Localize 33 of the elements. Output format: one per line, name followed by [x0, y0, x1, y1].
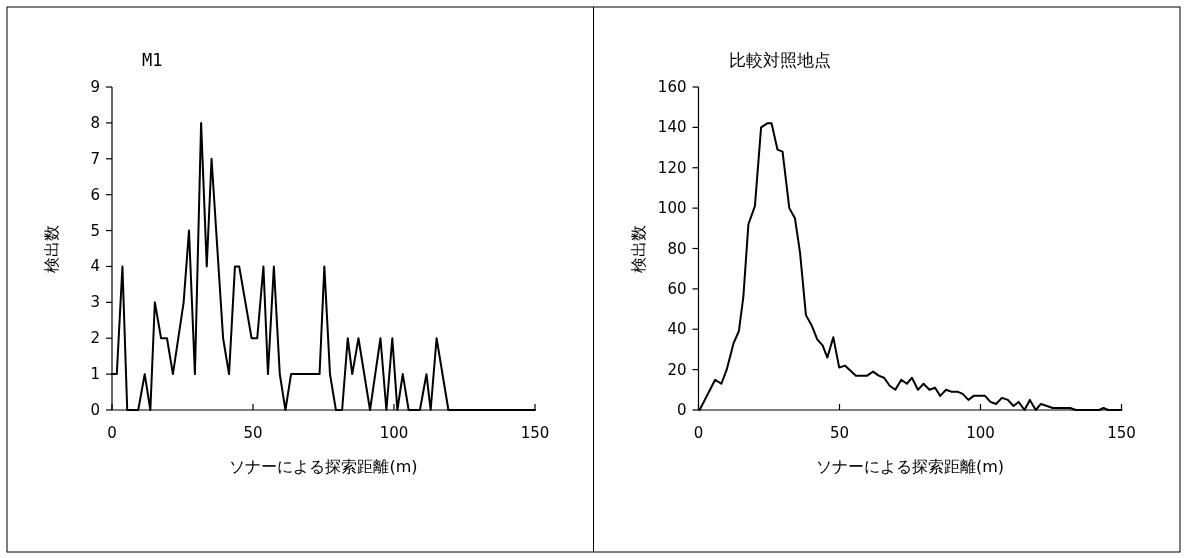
- y-axis-title: 検出数: [42, 224, 61, 273]
- y-tick-label: 5: [90, 221, 100, 240]
- y-tick-label: 8: [90, 113, 100, 132]
- chart-title: 比較対照地点: [728, 50, 831, 70]
- x-tick-label: 100: [966, 424, 995, 442]
- y-tick-label: 120: [657, 158, 687, 177]
- y-tick-label: 60: [667, 279, 687, 298]
- y-tick-label: 3: [90, 293, 100, 312]
- y-axis-title: 検出数: [628, 224, 648, 273]
- x-tick-label: 150: [520, 424, 550, 442]
- y-tick-label: 7: [90, 149, 100, 168]
- y-tick-label: 0: [676, 401, 687, 419]
- y-tick-label: 100: [657, 199, 687, 218]
- y-tick-label: 1: [90, 365, 100, 384]
- y-tick-label: 0: [90, 401, 100, 419]
- y-tick-label: 40: [667, 320, 687, 339]
- chart-title: M1: [142, 50, 163, 70]
- y-tick-label: 80: [667, 239, 687, 258]
- y-tick-label: 9: [90, 78, 100, 96]
- y-tick-label: 2: [90, 329, 100, 348]
- y-tick-label: 6: [90, 185, 100, 204]
- x-axis-title: ソナーによる探索距離(m): [229, 457, 418, 476]
- y-tick-label: 20: [667, 360, 687, 379]
- x-axis-title: ソナーによる探索距離(m): [815, 457, 1005, 476]
- x-tick-label: 150: [1107, 424, 1136, 442]
- x-tick-label: 100: [379, 424, 409, 442]
- x-tick-label: 50: [243, 424, 263, 442]
- x-tick-label: 0: [107, 424, 117, 442]
- y-tick-label: 160: [657, 78, 687, 96]
- x-tick-label: 0: [693, 424, 704, 442]
- y-tick-label: 140: [657, 118, 687, 137]
- x-tick-label: 50: [829, 424, 850, 442]
- y-tick-label: 4: [90, 257, 100, 276]
